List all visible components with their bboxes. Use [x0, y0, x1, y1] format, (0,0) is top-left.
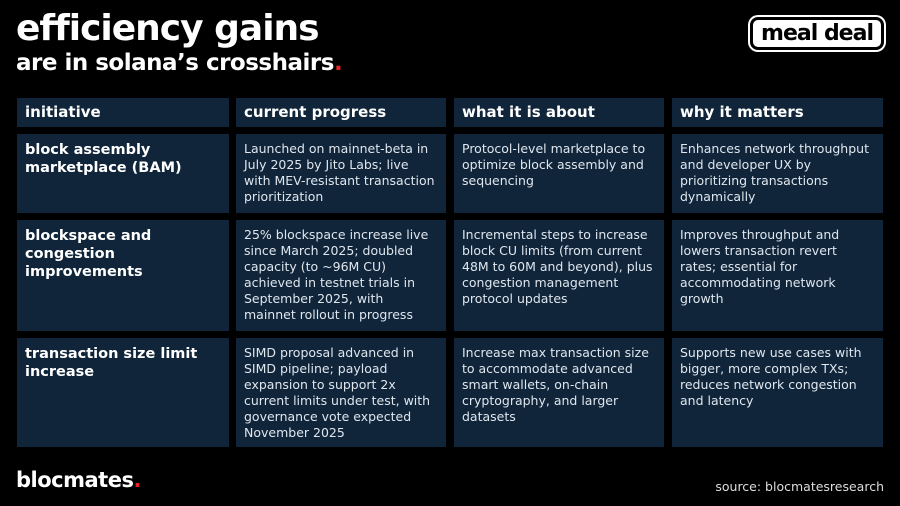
- table-cell: Protocol-level marketplace to optimize b…: [454, 134, 664, 213]
- source: source: blocmatesresearch: [715, 479, 884, 494]
- subtitle-dot: .: [333, 50, 343, 76]
- table-cell: Supports new use cases with bigger, more…: [672, 338, 883, 447]
- table-cell: SIMD proposal advanced in SIMD pipeline;…: [236, 338, 446, 447]
- brand-dot: .: [133, 468, 141, 492]
- table-cell: Launched on mainnet-beta in July 2025 by…: [236, 134, 446, 213]
- table-cell: Increase max transaction size to accommo…: [454, 338, 664, 447]
- column-header: current progress: [236, 98, 446, 127]
- brand: blocmates: [16, 468, 134, 492]
- column-header: what it is about: [454, 98, 664, 127]
- table-cell: Improves throughput and lowers transacti…: [672, 220, 883, 331]
- subtitle-line: are in solana’s crosshairs.: [16, 50, 343, 76]
- row-header: transaction size limit increase: [17, 338, 229, 447]
- column-header: why it matters: [672, 98, 883, 127]
- table-cell: 25% blockspace increase live since March…: [236, 220, 446, 331]
- column-header: initiative: [17, 98, 229, 127]
- logo: meal deal: [750, 17, 884, 50]
- title: efficiency gains: [16, 8, 320, 49]
- row-header: blockspace and congestion improvements: [17, 220, 229, 331]
- table-cell: Incremental steps to increase block CU l…: [454, 220, 664, 331]
- table-cell: Enhances network throughput and develope…: [672, 134, 883, 213]
- row-header: block assembly marketplace (BAM): [17, 134, 229, 213]
- subtitle: are in solana’s crosshairs: [16, 50, 334, 76]
- brand-line: blocmates.: [16, 468, 141, 492]
